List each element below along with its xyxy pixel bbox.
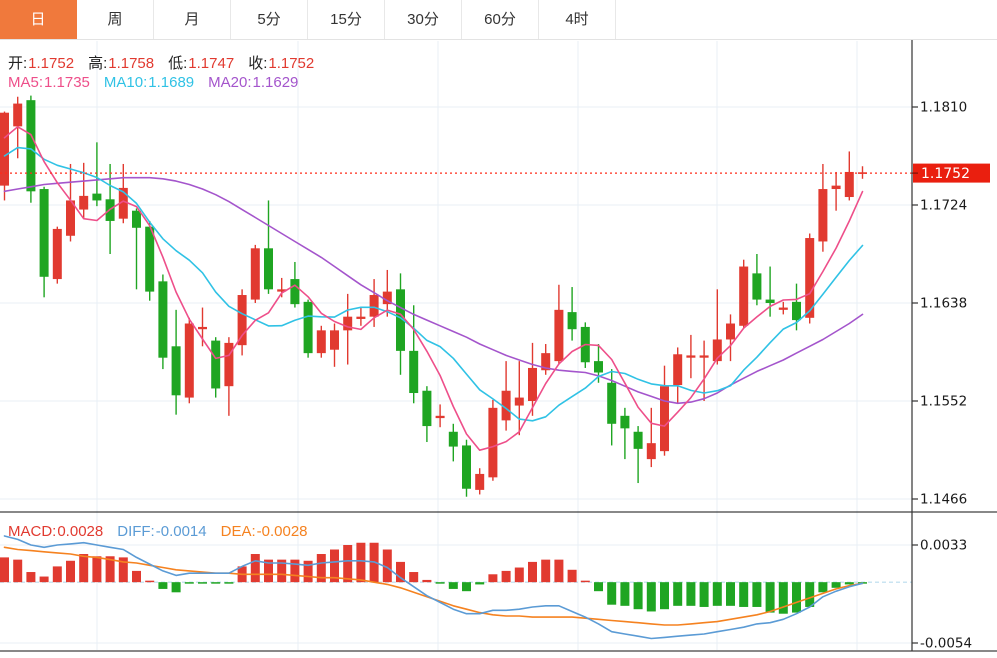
- svg-text:1.1638: 1.1638: [920, 296, 967, 312]
- tab-period-3[interactable]: 5分: [231, 0, 308, 39]
- ma5-line: [3, 126, 864, 452]
- svg-text:-0.0054: -0.0054: [920, 636, 972, 652]
- svg-text:0.0033: 0.0033: [920, 538, 967, 554]
- last-price-badge-text: 1.1752: [921, 166, 970, 182]
- tab-period-2[interactable]: 月: [154, 0, 231, 39]
- tab-period-4[interactable]: 15分: [308, 0, 385, 39]
- svg-text:1.1552: 1.1552: [920, 394, 967, 410]
- svg-text:1.1810: 1.1810: [920, 100, 967, 116]
- tab-period-1[interactable]: 周: [77, 0, 154, 39]
- svg-text:1.1724: 1.1724: [920, 198, 967, 214]
- tab-period-7[interactable]: 4时: [539, 0, 616, 39]
- tab-period-5[interactable]: 30分: [385, 0, 462, 39]
- candlestick-series: [0, 95, 867, 497]
- grid-lines: [0, 41, 912, 650]
- diff-line: [3, 535, 864, 640]
- ma20-line: [3, 176, 864, 405]
- tab-period-0[interactable]: 日: [0, 0, 77, 39]
- axes: [0, 40, 997, 652]
- ma10-line: [3, 146, 864, 422]
- svg-text:1.1466: 1.1466: [920, 492, 967, 508]
- tab-period-6[interactable]: 60分: [462, 0, 539, 39]
- price-axis-labels: 1.1810 1.1724 1.1638 1.1552 1.1466 0.0033 -0.0…: [912, 100, 972, 652]
- last-price-badge: 1.1752: [912, 163, 990, 183]
- period-tabbar: 日周月 5分 15分 30分 60分 4时: [0, 0, 997, 40]
